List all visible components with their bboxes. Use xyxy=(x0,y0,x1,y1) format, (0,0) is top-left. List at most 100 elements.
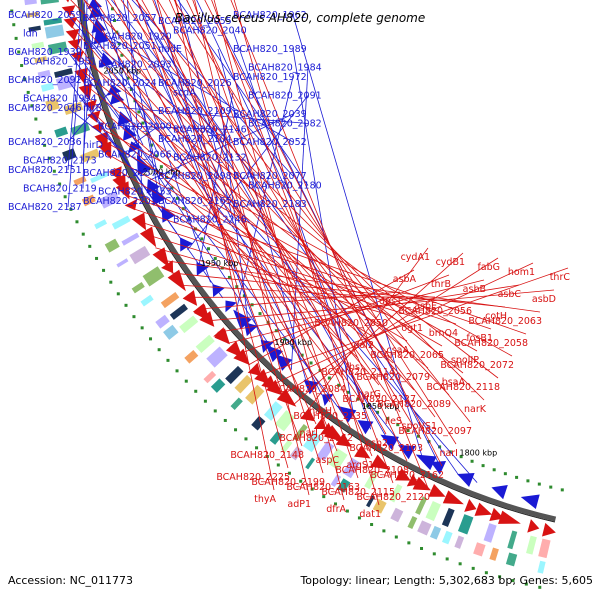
scale-tick xyxy=(407,541,411,545)
red-gene-label: BCAH820_2056 xyxy=(398,306,472,317)
accession-text: Accession: NC_011773 xyxy=(8,574,133,587)
reverse-gene-arrow xyxy=(412,476,432,491)
scale-tick xyxy=(266,320,270,324)
genome-backbone-edge xyxy=(77,0,555,523)
feature-stripe xyxy=(94,219,108,230)
feature-stripe xyxy=(489,547,499,561)
feature-stripe xyxy=(473,542,486,557)
feature-stripe xyxy=(537,560,546,574)
red-gene-label: fabG xyxy=(477,262,500,273)
red-leader-line xyxy=(175,0,275,491)
blue-leader-line xyxy=(178,0,234,220)
feature-stripe xyxy=(131,282,145,294)
blue-gene-label: BCAH820_1989 xyxy=(233,44,307,55)
scale-tick xyxy=(95,256,99,260)
genome-backbone-ring xyxy=(78,0,557,522)
kbp-label: 1850 kbp xyxy=(362,402,400,411)
scale-tick xyxy=(310,487,314,491)
kbp-label: 1950 kbp xyxy=(201,259,239,268)
scale-tick xyxy=(299,479,303,483)
red-gene-label: asbB xyxy=(463,284,486,295)
blue-gene-label: BCAH820_2057 xyxy=(83,13,157,24)
scale-tick xyxy=(206,247,210,251)
red-leader-line xyxy=(194,0,310,496)
scale-tick xyxy=(470,459,474,463)
blue-gene-label: BCAH820_2055 xyxy=(158,16,232,27)
reverse-gene-arrow xyxy=(541,522,556,537)
kbp-label: 2050 kbp xyxy=(103,66,141,75)
reverse-gene-arrow xyxy=(498,510,521,524)
forward-gene-arrow xyxy=(380,434,399,450)
scale-tick xyxy=(503,472,507,476)
scale-tick xyxy=(244,437,248,441)
blue-leader-line xyxy=(82,10,96,161)
red-leader-line xyxy=(233,0,380,506)
blue-gene-label: BCAH820_2066 xyxy=(98,150,172,161)
feature-block xyxy=(195,334,215,354)
red-gene-label: BCAH820_2097 xyxy=(398,426,472,437)
red-gene-label: ileS xyxy=(385,416,402,427)
red-leader-line xyxy=(207,289,555,322)
feature-block xyxy=(415,496,428,515)
blue-gene-label: BCAH820_2109 xyxy=(158,106,232,117)
red-leader-line xyxy=(157,0,422,440)
red-gene-label: cydB1 xyxy=(436,257,465,268)
forward-gene-arrow xyxy=(457,473,475,488)
reverse-gene-arrow xyxy=(167,269,186,292)
scale-tick xyxy=(10,9,14,13)
red-leader-line xyxy=(173,0,457,445)
feature-block xyxy=(364,470,379,490)
red-gene-label: fhs xyxy=(346,362,360,373)
blue-gene-label: BCAH820_1972 xyxy=(233,72,307,83)
feature-block xyxy=(327,448,348,471)
blue-leader-line xyxy=(177,0,309,186)
forward-gene-arrow xyxy=(491,485,508,500)
red-gene-label: cydA1 xyxy=(401,252,430,263)
reverse-gene-arrow xyxy=(66,0,70,3)
feature-block xyxy=(526,535,537,555)
feature-block xyxy=(206,346,228,368)
scale-tick xyxy=(549,485,553,489)
scale-tick xyxy=(357,516,361,520)
red-gene-label: adP1 xyxy=(287,499,311,510)
scale-tick xyxy=(194,389,198,393)
feature-block xyxy=(507,530,518,550)
scale-tick xyxy=(287,471,291,475)
blue-gene-label: BCAH820_2036 xyxy=(8,137,82,148)
scale-tick xyxy=(166,358,170,362)
feature-block xyxy=(70,122,91,137)
feature-stripe xyxy=(45,98,60,112)
feature-stripe xyxy=(37,69,51,79)
feature-stripe xyxy=(337,478,351,493)
red-leader-line xyxy=(186,0,408,462)
blue-leader-line xyxy=(67,79,224,299)
reverse-gene-arrow xyxy=(65,28,80,41)
scale-tick xyxy=(132,315,136,319)
blue-gene-label: BCAH820_2246 xyxy=(173,215,247,226)
feature-block xyxy=(169,303,188,320)
scale-tick xyxy=(141,121,145,125)
red-leader-line xyxy=(211,0,394,484)
red-leader-line xyxy=(174,0,324,474)
feature-stripe xyxy=(54,126,69,138)
feature-stripe xyxy=(505,552,518,567)
red-gene-label: BCAH820_2079 xyxy=(356,372,430,383)
red-leader-line xyxy=(281,257,499,396)
scale-tick xyxy=(17,50,21,54)
scale-tick xyxy=(445,557,449,561)
scale-tick xyxy=(23,77,27,81)
scale-tick xyxy=(300,353,304,357)
red-gene-label: narJ xyxy=(299,428,318,439)
blue-leader-line xyxy=(154,0,219,202)
forward-gene-arrow xyxy=(244,322,258,337)
feature-block xyxy=(99,191,121,209)
reverse-gene-arrow xyxy=(320,422,335,436)
feature-stripe xyxy=(251,415,266,431)
scale-tick xyxy=(20,64,24,68)
scale-tick xyxy=(165,175,169,179)
red-leader-line xyxy=(292,252,464,406)
reverse-gene-arrow xyxy=(247,362,262,377)
scale-tick xyxy=(366,404,370,408)
scale-tick xyxy=(69,207,73,211)
